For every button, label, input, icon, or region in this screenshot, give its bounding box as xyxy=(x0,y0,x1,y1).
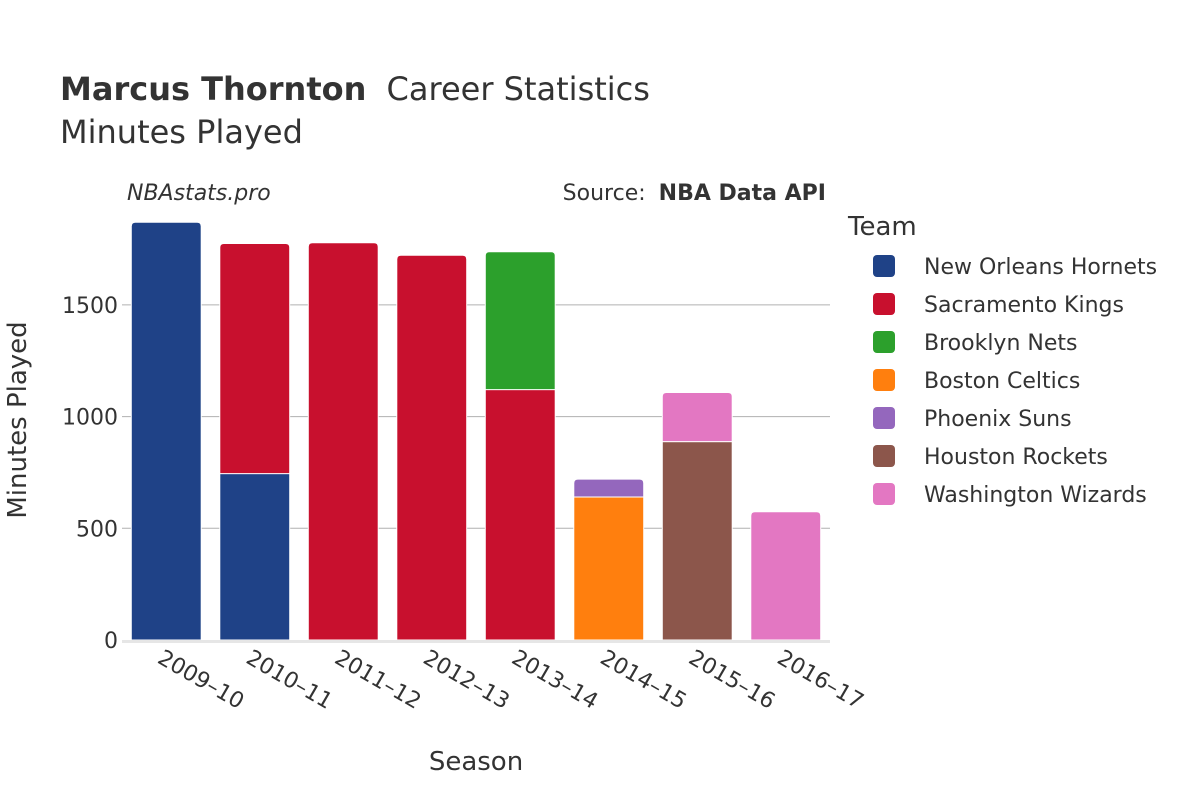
y-tick-label: 0 xyxy=(104,629,118,654)
y-tick-label: 1000 xyxy=(62,406,118,431)
y-tick-labels: 0 500 1000 1500 xyxy=(62,294,118,654)
bar-segment xyxy=(484,389,556,641)
bars xyxy=(122,221,830,643)
x-tick-label: 2014–15 xyxy=(596,646,691,715)
bar-segment xyxy=(219,473,291,641)
bar-segment xyxy=(484,251,556,391)
bar-segment xyxy=(307,242,379,641)
bar-segment xyxy=(219,242,291,475)
bar-segment xyxy=(573,478,645,498)
x-tick-label: 2011–12 xyxy=(330,646,425,715)
legend-label: Brooklyn Nets xyxy=(924,331,1077,356)
chart-title: Marcus Thornton Career Statistics xyxy=(60,70,650,108)
x-tick-label: 2016–17 xyxy=(773,646,868,715)
legend-label: Sacramento Kings xyxy=(924,293,1124,318)
source-value: NBA Data API xyxy=(659,181,826,206)
legend: New Orleans Hornets Sacramento Kings Brook… xyxy=(873,255,1157,508)
x-tick-label: 2010–11 xyxy=(242,646,337,715)
bar-segment xyxy=(573,496,645,641)
legend-label: Boston Celtics xyxy=(924,369,1080,394)
legend-swatch xyxy=(873,293,895,315)
bar-segment xyxy=(130,221,202,641)
source-label: Source: NBA Data API xyxy=(563,181,826,206)
y-tick-label: 500 xyxy=(76,517,118,542)
legend-swatch xyxy=(873,369,895,391)
chart-subtitle: Minutes Played xyxy=(60,113,303,151)
y-tick-label: 1500 xyxy=(62,294,118,319)
y-axis-title: Minutes Played xyxy=(3,321,33,518)
player-name: Marcus Thornton xyxy=(60,70,366,108)
x-tick-label: 2015–16 xyxy=(684,646,779,715)
brand-label: NBAstats.pro xyxy=(127,181,271,206)
legend-swatch xyxy=(873,331,895,353)
bar-segment xyxy=(396,254,468,641)
legend-title: Team xyxy=(847,212,917,242)
legend-swatch xyxy=(873,255,895,277)
source-prefix: Source: xyxy=(563,181,646,206)
x-tick-label: 2013–14 xyxy=(507,646,602,715)
bar-segment xyxy=(750,511,822,641)
x-axis-title: Season xyxy=(429,747,523,777)
x-tick-label: 2009–10 xyxy=(153,646,248,715)
title-rest: Career Statistics xyxy=(387,70,650,108)
x-tick-labels: 2009–102010–112011–122012–132013–142014–… xyxy=(153,646,867,715)
legend-label: Houston Rockets xyxy=(924,445,1108,470)
bar-segment xyxy=(661,391,733,443)
legend-label: New Orleans Hornets xyxy=(924,255,1157,280)
x-tick-label: 2012–13 xyxy=(419,646,514,715)
bar-segment xyxy=(661,441,733,641)
legend-swatch xyxy=(873,407,895,429)
legend-label: Washington Wizards xyxy=(924,483,1147,508)
legend-label: Phoenix Suns xyxy=(924,407,1072,432)
legend-swatch xyxy=(873,483,895,505)
legend-swatch xyxy=(873,445,895,467)
